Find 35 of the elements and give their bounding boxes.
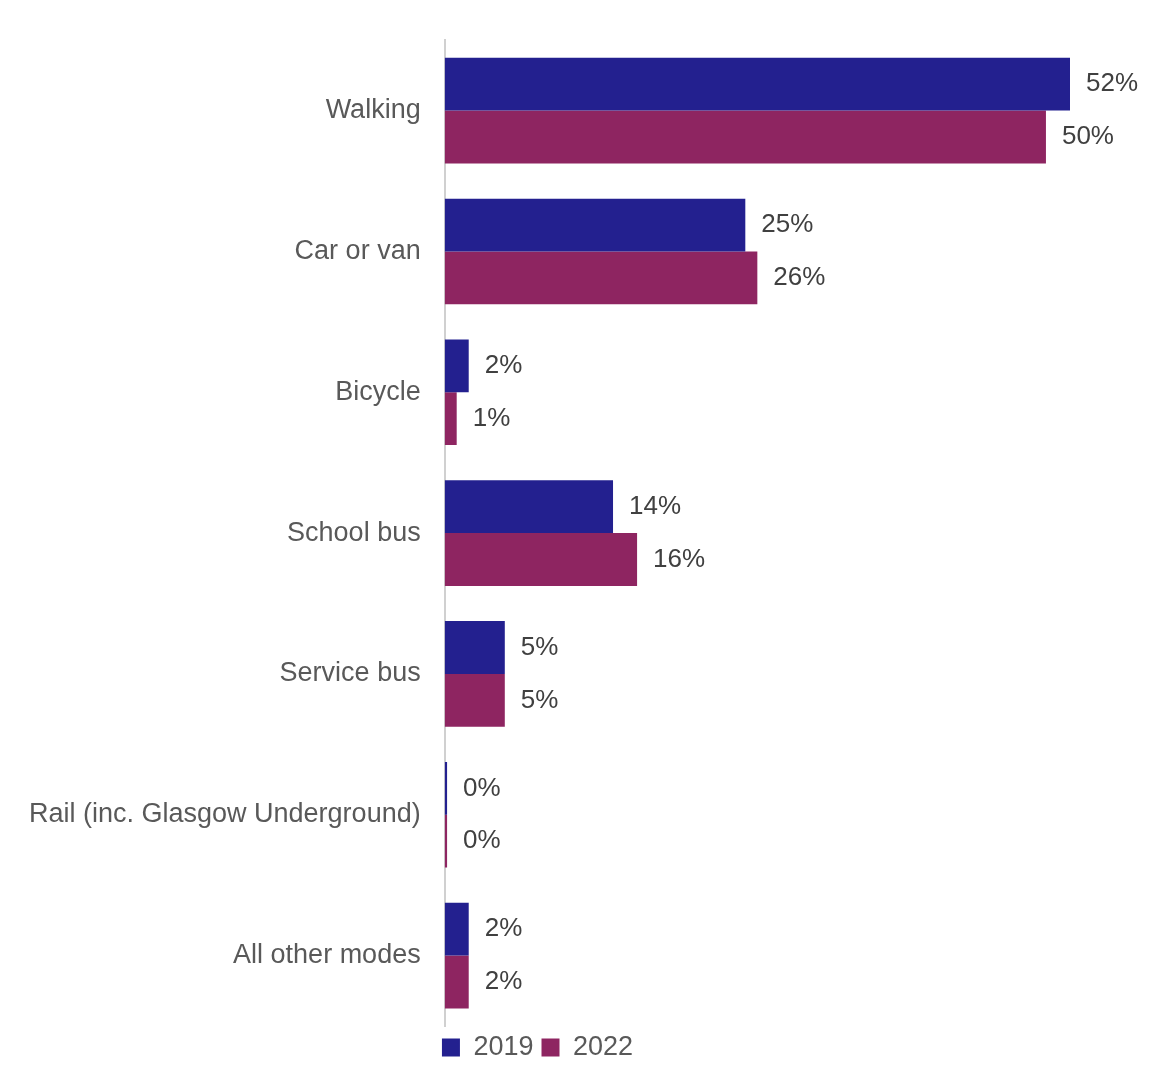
bar bbox=[444, 57, 1070, 111]
y-tick-label: Walking bbox=[325, 94, 421, 125]
data-label: 26% bbox=[773, 261, 826, 292]
data-label: 2% bbox=[484, 912, 523, 943]
y-tick-label: Bicycle bbox=[335, 375, 421, 406]
data-label: 52% bbox=[1086, 67, 1139, 98]
bar bbox=[444, 110, 1046, 164]
y-tick-label: Rail (inc. Glasgow Underground) bbox=[29, 798, 421, 829]
bar bbox=[444, 392, 457, 446]
data-label: 16% bbox=[653, 542, 706, 573]
bar bbox=[444, 339, 469, 393]
y-tick-label: Service bus bbox=[279, 657, 421, 688]
data-label: 2% bbox=[484, 349, 523, 380]
data-label: 1% bbox=[472, 401, 511, 432]
data-label: 0% bbox=[463, 824, 501, 855]
data-label: 50% bbox=[1061, 120, 1114, 151]
bar bbox=[444, 955, 469, 1009]
data-label: 14% bbox=[629, 489, 682, 520]
data-label: 0% bbox=[463, 771, 501, 802]
bar bbox=[444, 902, 469, 956]
y-tick-label: All other modes bbox=[233, 939, 421, 970]
data-label: 5% bbox=[520, 630, 559, 661]
y-tick-label: School bus bbox=[287, 516, 421, 547]
y-tick-label: Car or van bbox=[294, 234, 421, 265]
data-label: 2% bbox=[484, 965, 523, 996]
bar bbox=[444, 621, 505, 674]
bar bbox=[444, 480, 614, 534]
bar bbox=[444, 673, 505, 727]
bar bbox=[444, 533, 638, 586]
data-label: 5% bbox=[520, 683, 559, 714]
legend-label: 2019 bbox=[473, 1030, 534, 1061]
bar bbox=[444, 198, 746, 252]
bar bbox=[444, 251, 758, 305]
data-label: 25% bbox=[761, 208, 814, 239]
legend-label: 2022 bbox=[573, 1030, 634, 1061]
